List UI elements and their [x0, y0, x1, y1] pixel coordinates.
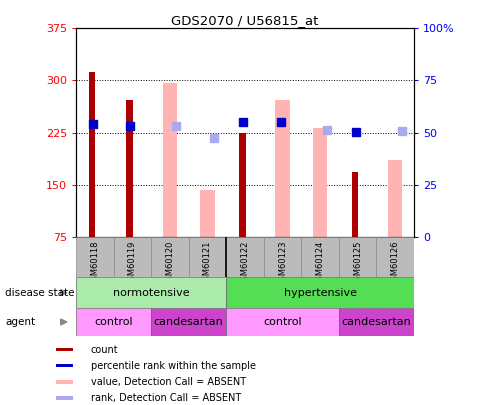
Bar	[275, 100, 290, 237]
Title: GDS2070 / U56815_at: GDS2070 / U56815_at	[172, 14, 318, 27]
Bar	[56, 348, 73, 351]
Text: agent: agent	[5, 317, 35, 327]
Bar	[239, 133, 246, 237]
Bar	[264, 237, 301, 277]
Bar	[189, 237, 226, 277]
Text: GSM60121: GSM60121	[203, 240, 212, 286]
Bar	[226, 308, 339, 336]
Text: rank, Detection Call = ABSENT: rank, Detection Call = ABSENT	[91, 393, 241, 403]
Text: disease state: disease state	[5, 288, 74, 298]
Bar	[56, 396, 73, 400]
Text: GSM60120: GSM60120	[165, 240, 174, 286]
Bar	[339, 237, 376, 277]
Text: GSM60124: GSM60124	[316, 240, 325, 286]
Bar	[151, 308, 226, 336]
Bar	[76, 237, 114, 277]
Bar	[301, 237, 339, 277]
Text: candesartan: candesartan	[154, 317, 223, 327]
Bar	[313, 128, 327, 237]
Text: count: count	[91, 345, 119, 354]
Bar	[339, 308, 414, 336]
Bar	[352, 172, 359, 237]
Bar	[89, 72, 96, 237]
Bar	[200, 190, 215, 237]
Text: GSM60119: GSM60119	[128, 240, 137, 286]
Text: percentile rank within the sample: percentile rank within the sample	[91, 361, 256, 371]
Bar	[226, 237, 264, 277]
Text: normotensive: normotensive	[113, 288, 190, 298]
Text: control: control	[94, 317, 133, 327]
Text: GSM60126: GSM60126	[391, 240, 400, 286]
Bar	[56, 364, 73, 367]
Text: candesartan: candesartan	[342, 317, 412, 327]
Text: hypertensive: hypertensive	[284, 288, 357, 298]
Bar	[226, 277, 414, 308]
Text: GSM60118: GSM60118	[90, 240, 99, 286]
Bar	[151, 237, 189, 277]
Bar	[163, 83, 177, 237]
Text: GSM60125: GSM60125	[353, 240, 362, 286]
Text: value, Detection Call = ABSENT: value, Detection Call = ABSENT	[91, 377, 246, 387]
Text: GSM60123: GSM60123	[278, 240, 287, 286]
Text: control: control	[263, 317, 302, 327]
Bar	[388, 160, 402, 237]
Bar	[126, 100, 133, 237]
Bar	[76, 277, 226, 308]
Bar	[76, 308, 151, 336]
Text: GSM60122: GSM60122	[241, 240, 249, 286]
Bar	[56, 380, 73, 384]
Bar	[376, 237, 414, 277]
Bar	[114, 237, 151, 277]
